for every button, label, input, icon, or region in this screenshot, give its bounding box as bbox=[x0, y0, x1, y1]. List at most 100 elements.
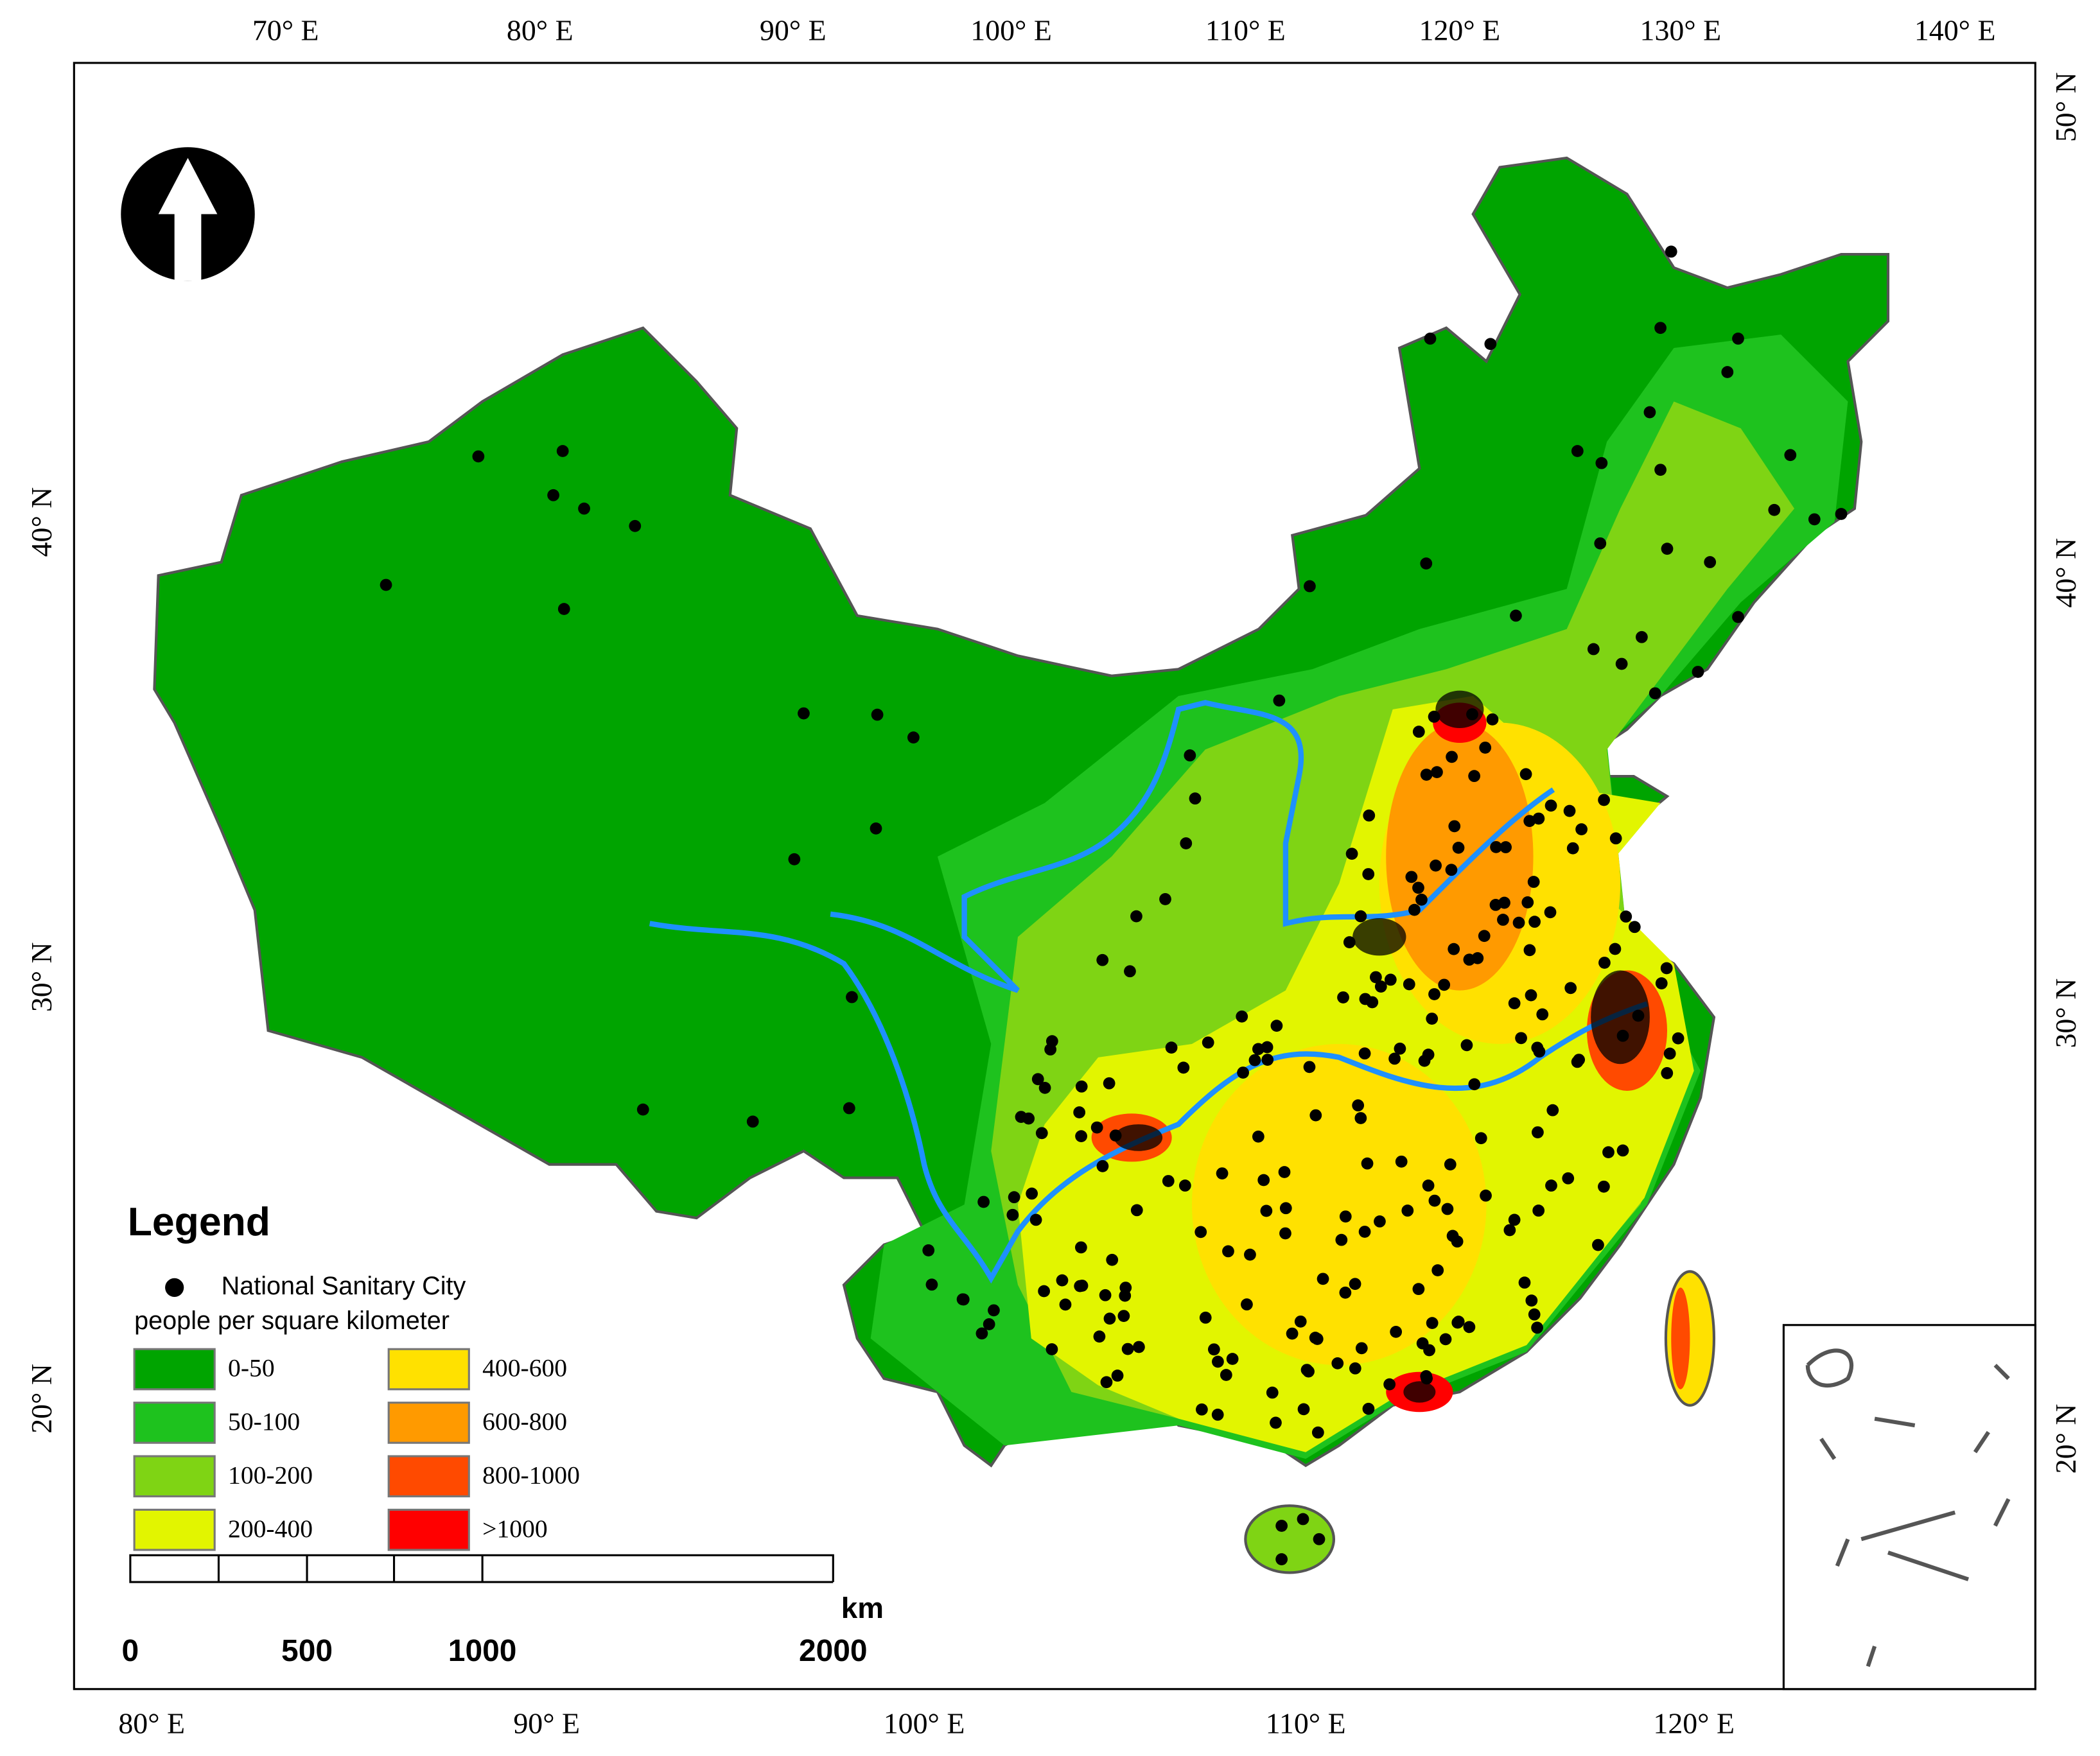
city-point bbox=[1354, 1112, 1367, 1124]
legend-swatch bbox=[133, 1455, 216, 1498]
bottom-lon-label: 100° E bbox=[884, 1707, 965, 1740]
city-point bbox=[1428, 1194, 1441, 1207]
city-point bbox=[1523, 815, 1536, 828]
legend-swatch bbox=[133, 1402, 216, 1444]
city-point bbox=[1451, 1235, 1464, 1248]
city-point bbox=[1609, 832, 1622, 845]
city-point bbox=[1090, 1121, 1103, 1134]
city-point bbox=[1408, 903, 1421, 916]
city-point bbox=[1337, 991, 1349, 1004]
city-point bbox=[1444, 1158, 1457, 1170]
city-point bbox=[1093, 1330, 1106, 1343]
city-point bbox=[1311, 1333, 1324, 1345]
city-point bbox=[1532, 1126, 1544, 1138]
legend-city-symbol bbox=[165, 1278, 184, 1297]
city-point bbox=[1566, 842, 1579, 855]
scale-label: 2000 bbox=[799, 1634, 868, 1668]
city-point bbox=[1528, 916, 1541, 928]
city-point bbox=[1076, 1280, 1089, 1292]
city-point bbox=[1428, 988, 1440, 1000]
city-point bbox=[1808, 513, 1821, 526]
city-point bbox=[1339, 1210, 1352, 1223]
city-point bbox=[1426, 1013, 1439, 1025]
city-point bbox=[1518, 1276, 1531, 1289]
right-lat-label: 30° N bbox=[2049, 978, 2082, 1048]
city-point bbox=[1594, 537, 1607, 550]
city-point bbox=[1212, 1355, 1224, 1368]
city-point bbox=[1422, 1179, 1435, 1192]
city-point bbox=[1361, 1157, 1374, 1170]
right-lat-label: 20° N bbox=[2049, 1404, 2082, 1474]
city-point bbox=[1415, 893, 1428, 906]
city-point bbox=[1073, 1106, 1086, 1118]
city-point bbox=[556, 445, 569, 457]
city-point bbox=[1252, 1043, 1264, 1056]
city-point bbox=[1479, 742, 1492, 754]
city-point bbox=[1620, 910, 1632, 923]
city-point bbox=[1165, 1041, 1178, 1054]
city-point bbox=[1420, 769, 1433, 781]
city-point bbox=[1374, 1215, 1386, 1228]
city-point bbox=[1370, 971, 1382, 984]
city-point bbox=[1358, 1047, 1371, 1060]
city-point bbox=[1252, 1130, 1264, 1143]
city-point bbox=[1352, 1099, 1365, 1112]
legend-class-label: 0-50 bbox=[228, 1354, 275, 1382]
city-point bbox=[1412, 882, 1424, 894]
city-point bbox=[1424, 333, 1437, 345]
city-point bbox=[1598, 957, 1611, 969]
city-point bbox=[636, 1103, 649, 1116]
city-point bbox=[380, 578, 392, 591]
city-point bbox=[1628, 921, 1641, 934]
city-point bbox=[1313, 1533, 1326, 1545]
legend-class-label: 200-400 bbox=[228, 1515, 313, 1543]
legend-density-title: people per square kilometer bbox=[134, 1307, 450, 1335]
city-point bbox=[1525, 989, 1537, 1002]
legend-title: Legend bbox=[128, 1199, 270, 1244]
city-point bbox=[1103, 1312, 1116, 1325]
city-point bbox=[1732, 333, 1744, 345]
city-point bbox=[1564, 982, 1577, 995]
city-point bbox=[1441, 1203, 1454, 1215]
city-point bbox=[1426, 1317, 1439, 1330]
city-cluster bbox=[1591, 970, 1650, 1065]
city-point bbox=[1044, 1043, 1057, 1056]
scale-label: 500 bbox=[281, 1634, 333, 1668]
bottom-lon-label: 120° E bbox=[1653, 1707, 1735, 1740]
city-point bbox=[1446, 751, 1458, 763]
city-point bbox=[1598, 794, 1610, 806]
city-point bbox=[1294, 1315, 1307, 1328]
city-point bbox=[1362, 868, 1375, 880]
city-point bbox=[629, 519, 642, 532]
legend-classes: 0-50 50-100 100-200 200-400 400-600 600-800 80… bbox=[133, 1348, 580, 1551]
city-point bbox=[1260, 1204, 1273, 1217]
city-point bbox=[547, 489, 559, 501]
city-cluster bbox=[1114, 1124, 1163, 1151]
city-point bbox=[1374, 980, 1387, 993]
city-point bbox=[1531, 1321, 1543, 1334]
city-points bbox=[380, 245, 1848, 1565]
density-400-600 bbox=[1191, 1043, 1487, 1366]
legend-swatch bbox=[387, 1402, 470, 1444]
scale-bar: km 0 500 1000 2000 bbox=[122, 1554, 884, 1668]
city-point bbox=[798, 707, 810, 720]
city-point bbox=[1121, 1343, 1134, 1355]
city-point bbox=[1636, 630, 1648, 643]
city-point bbox=[1412, 1283, 1425, 1296]
city-point bbox=[1403, 978, 1415, 991]
city-point bbox=[1130, 1204, 1143, 1217]
scale-bar-line bbox=[129, 1554, 834, 1583]
city-point bbox=[1096, 1160, 1109, 1172]
city-point bbox=[1503, 1224, 1516, 1237]
city-point bbox=[1046, 1343, 1058, 1355]
city-point bbox=[1395, 1155, 1408, 1168]
city-point bbox=[1096, 953, 1109, 966]
legend-swatch bbox=[387, 1455, 470, 1498]
hainan bbox=[1244, 1504, 1336, 1574]
city-point bbox=[1335, 1233, 1348, 1246]
city-point bbox=[1665, 245, 1677, 258]
city-point bbox=[1468, 1078, 1481, 1091]
city-point bbox=[1445, 864, 1458, 876]
city-point bbox=[1663, 1047, 1676, 1060]
city-point bbox=[1452, 842, 1465, 854]
